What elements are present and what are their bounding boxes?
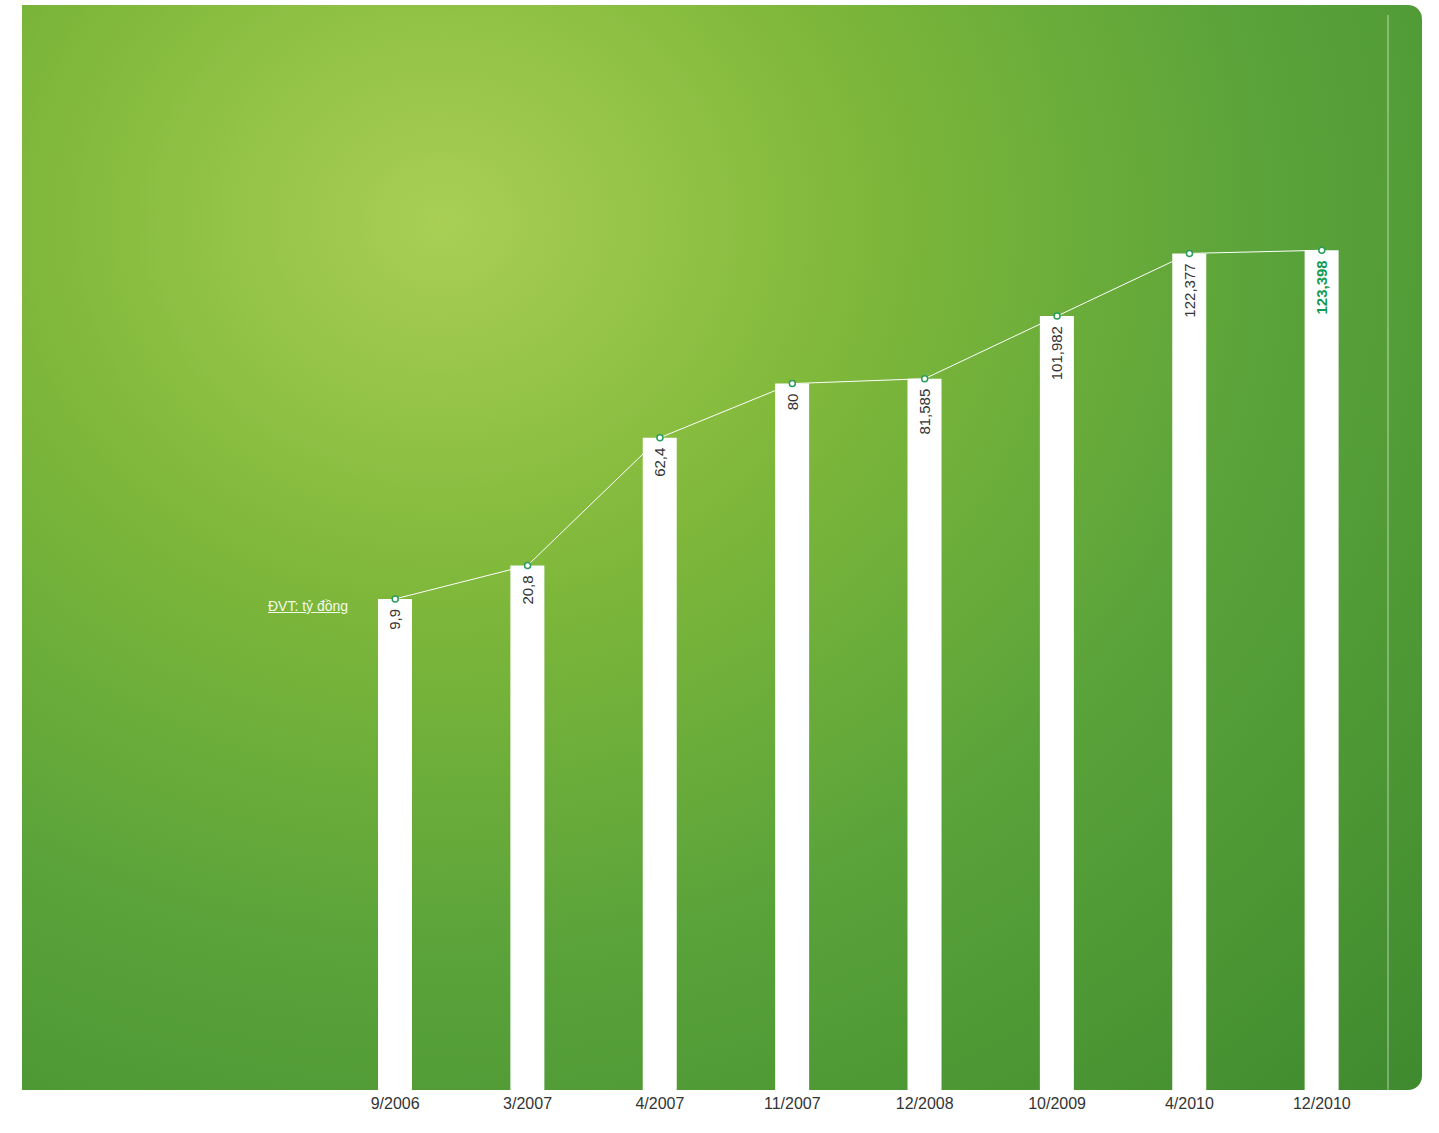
svg-text:123,398: 123,398 [1313, 260, 1330, 314]
svg-text:10/2009: 10/2009 [1028, 1095, 1086, 1112]
svg-text:12/2010: 12/2010 [1293, 1095, 1351, 1112]
svg-text:101,982: 101,982 [1048, 326, 1065, 380]
svg-text:122,377: 122,377 [1181, 263, 1198, 317]
svg-text:81,585: 81,585 [916, 389, 933, 435]
svg-text:4/2007: 4/2007 [635, 1095, 684, 1112]
svg-text:12/2008: 12/2008 [896, 1095, 954, 1112]
svg-text:11/2007: 11/2007 [764, 1095, 821, 1112]
svg-text:62,4: 62,4 [651, 448, 668, 477]
svg-text:80: 80 [784, 394, 801, 411]
svg-text:9,9: 9,9 [387, 609, 404, 630]
svg-text:3/2007: 3/2007 [503, 1095, 552, 1112]
svg-text:20,8: 20,8 [519, 575, 536, 604]
svg-text:4/2010: 4/2010 [1165, 1095, 1214, 1112]
svg-text:9/2006: 9/2006 [371, 1095, 420, 1112]
html-text:ĐVT: tỷ đồng: ĐVT: tỷ đồng [268, 598, 349, 614]
